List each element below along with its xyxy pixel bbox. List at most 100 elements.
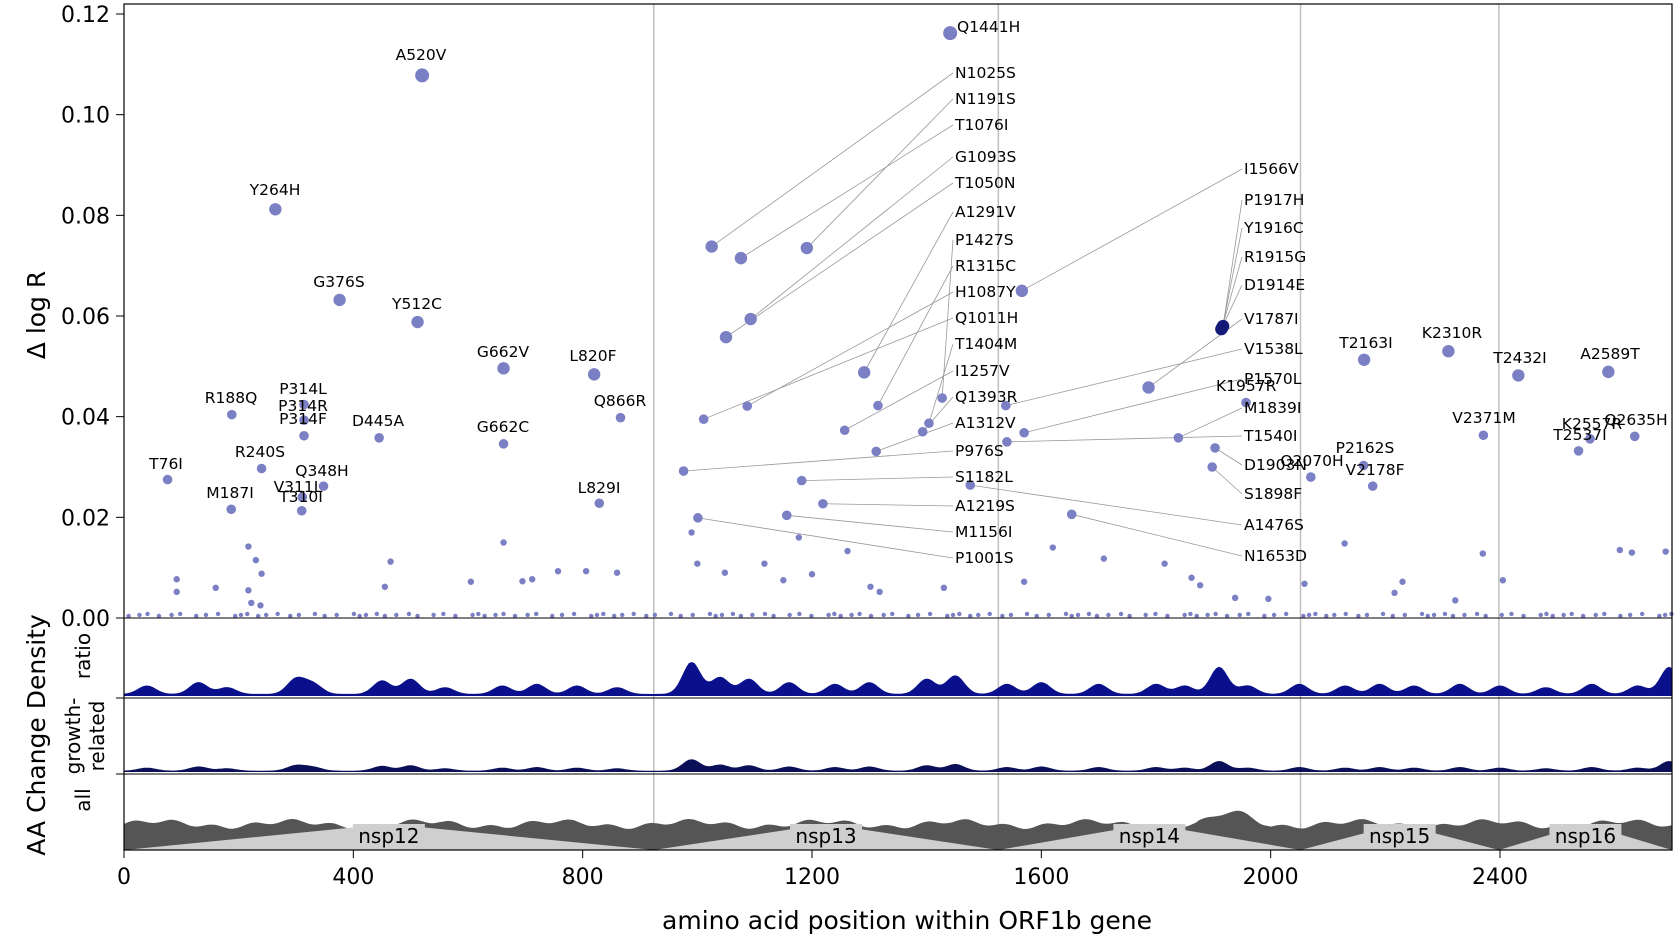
baseline-point	[169, 612, 174, 618]
mutation-label: V2178F	[1346, 461, 1405, 479]
mutation-label: Y264H	[249, 181, 301, 199]
mutation-label: P1427S	[955, 231, 1014, 249]
baseline-point	[1188, 611, 1193, 617]
baseline-point	[1182, 612, 1187, 618]
mutation-label: Y1916C	[1243, 219, 1304, 237]
baseline-point	[787, 612, 792, 618]
minor-point	[808, 571, 816, 578]
baseline-point	[589, 613, 594, 619]
labeled-points	[162, 26, 1640, 523]
baseline-point	[126, 613, 131, 619]
mutation-label: I1257V	[955, 362, 1010, 380]
y-tick-label: 0.10	[61, 104, 110, 129]
baseline-point	[1544, 611, 1549, 617]
baseline-point	[394, 612, 399, 618]
mutation-label: K2310R	[1422, 324, 1483, 342]
leader-line	[801, 476, 954, 481]
nsp-label: nsp12	[358, 824, 419, 848]
baseline-point	[1390, 613, 1395, 619]
baseline-point	[890, 611, 895, 617]
leader-line	[747, 291, 954, 407]
mutation-label: G1093S	[955, 148, 1016, 166]
baseline-point	[987, 611, 992, 617]
baseline-point	[1380, 611, 1386, 617]
baseline-point	[512, 613, 518, 619]
mutation-label: P976S	[955, 442, 1004, 460]
track-label: growth-related	[61, 698, 109, 775]
baseline-point	[156, 613, 162, 619]
baseline-point	[1431, 612, 1437, 618]
mutation-label: Q2635H	[1604, 411, 1667, 429]
minor-point	[761, 560, 768, 567]
baseline-point	[1165, 613, 1170, 619]
mutation-point	[1241, 397, 1251, 408]
baseline-point	[906, 613, 911, 619]
mutation-label: A1291V	[955, 203, 1016, 221]
baseline-point	[915, 612, 921, 618]
y-tick-label: 0.04	[61, 406, 110, 431]
mutation-point	[965, 480, 976, 490]
baseline-point	[838, 613, 843, 619]
baseline-point	[1618, 613, 1623, 619]
mutation-label: Q2070H	[1280, 452, 1343, 470]
baseline-point	[601, 611, 606, 617]
baseline-point	[1343, 611, 1348, 617]
baseline-point	[1143, 612, 1148, 618]
mutation-point	[818, 498, 828, 509]
y-tick-label: 0.00	[61, 607, 110, 632]
track-label: ratio	[71, 633, 95, 679]
leader-line	[725, 182, 954, 338]
mutation-label: R188Q	[205, 389, 258, 407]
mutation-label: Q1441H	[957, 18, 1020, 36]
mutation-label: A520V	[396, 46, 447, 64]
mutation-label: V311L	[274, 478, 323, 496]
mutation-label: V1787I	[1244, 310, 1299, 328]
minor-point	[1399, 578, 1406, 585]
leader-line	[876, 422, 954, 452]
minor-point	[1628, 549, 1636, 556]
mutation-label: S1898F	[1244, 485, 1302, 503]
leader-line	[877, 265, 954, 406]
leader-line	[822, 503, 954, 507]
baseline-point	[809, 613, 814, 619]
nsp-label: nsp13	[795, 824, 856, 848]
mutation-point	[415, 68, 430, 83]
minor-point	[795, 534, 803, 541]
baseline-point	[1153, 611, 1158, 617]
leader-line	[806, 98, 954, 249]
baseline-point	[203, 612, 209, 618]
baseline-point	[1593, 612, 1598, 618]
minor-point	[212, 584, 219, 591]
mutation-point	[1512, 369, 1525, 382]
mutation-label: R1315C	[955, 257, 1016, 275]
x-tick-label: 2400	[1472, 865, 1528, 890]
minor-point	[1265, 595, 1272, 603]
mutation-point	[374, 433, 384, 443]
nsp-label-box	[352, 824, 425, 848]
x-tick-label: 2000	[1243, 865, 1299, 890]
baseline-point	[357, 613, 362, 619]
baseline-point	[771, 613, 776, 619]
baseline-point	[832, 611, 837, 617]
mutation-point	[744, 312, 757, 326]
baseline-point	[1024, 611, 1030, 617]
y-tick-label: 0.02	[61, 506, 110, 531]
baseline-point	[976, 612, 981, 618]
baseline-point	[1657, 613, 1662, 619]
mutation-point	[615, 412, 626, 423]
minor-point	[1020, 578, 1028, 585]
x-tick-label: 800	[562, 865, 604, 890]
mutation-point	[857, 366, 871, 379]
baseline-point	[1237, 612, 1242, 618]
mutation-label: T1076I	[954, 116, 1009, 134]
nsp-label: nsp16	[1555, 824, 1616, 848]
baseline-point	[1127, 613, 1132, 619]
mutation-point	[256, 463, 267, 474]
mutation-label: G662V	[477, 343, 530, 361]
baseline-point	[1069, 613, 1074, 619]
mutation-label: Y512C	[391, 295, 442, 313]
baseline-point	[1246, 611, 1251, 617]
baseline-point	[1627, 612, 1633, 618]
baseline-point	[1324, 613, 1329, 619]
mutation-label: T2163I	[1338, 334, 1393, 352]
